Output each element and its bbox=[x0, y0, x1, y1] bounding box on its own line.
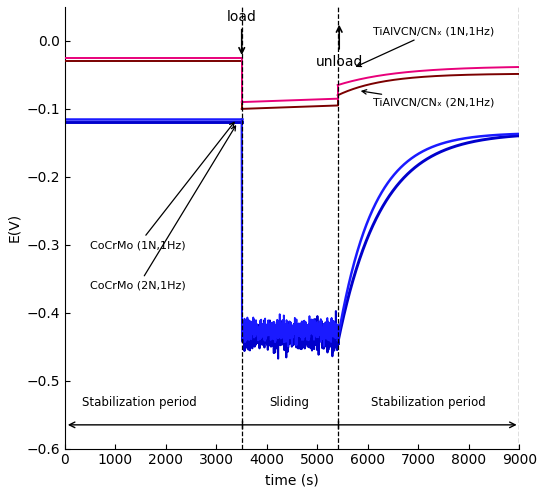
X-axis label: time (s): time (s) bbox=[265, 473, 319, 487]
Text: Stabilization period: Stabilization period bbox=[82, 396, 196, 409]
Text: load: load bbox=[227, 10, 257, 53]
Text: CoCrMo (2N,1Hz): CoCrMo (2N,1Hz) bbox=[90, 126, 236, 291]
Text: Stabilization period: Stabilization period bbox=[371, 396, 486, 409]
Text: CoCrMo (1N,1Hz): CoCrMo (1N,1Hz) bbox=[90, 123, 234, 250]
Text: TiAlVCN/CNₓ (1N,1Hz): TiAlVCN/CNₓ (1N,1Hz) bbox=[357, 26, 494, 67]
Text: Sliding: Sliding bbox=[270, 396, 310, 409]
Y-axis label: E(V): E(V) bbox=[7, 213, 21, 243]
Text: TiAlVCN/CNₓ (2N,1Hz): TiAlVCN/CNₓ (2N,1Hz) bbox=[362, 90, 494, 108]
Text: unload: unload bbox=[316, 27, 363, 69]
